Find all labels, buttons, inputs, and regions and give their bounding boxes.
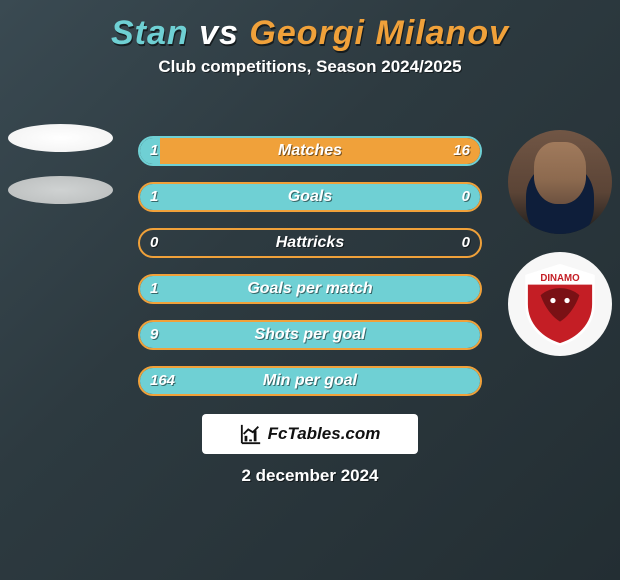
stat-label: Hattricks — [140, 230, 480, 256]
stat-fill-left — [140, 368, 480, 394]
bar-chart-icon — [240, 423, 262, 445]
title-left: Stan — [111, 14, 189, 52]
shield-icon: DINAMO — [516, 260, 604, 348]
right-club-crest: DINAMO — [508, 252, 612, 356]
stat-fill-left — [140, 276, 480, 302]
stat-value-left: 0 — [150, 230, 158, 256]
stat-fill-left — [140, 184, 480, 210]
left-club-avatar — [8, 176, 113, 204]
stat-fill-right — [160, 138, 480, 164]
title-right: Georgi Milanov — [249, 14, 509, 52]
stat-row-matches: 116Matches — [138, 136, 482, 166]
footer-brand-text: FcTables.com — [268, 424, 381, 444]
left-player-column — [8, 124, 113, 228]
stat-row-goals: 10Goals — [138, 182, 482, 212]
subtitle: Club competitions, Season 2024/2025 — [0, 57, 620, 77]
stat-rows: 116Matches 10Goals 0 0Hattricks 1Goals per m… — [138, 136, 482, 412]
title-vs: vs — [199, 14, 239, 52]
right-player-column: DINAMO — [508, 130, 612, 356]
footer-date: 2 december 2024 — [0, 466, 620, 486]
stat-row-hattricks: 0 0Hattricks — [138, 228, 482, 258]
stat-row-min-per-goal: 164Min per goal — [138, 366, 482, 396]
stat-fill-left — [140, 322, 480, 348]
page-title: Stan vs Georgi Milanov — [0, 14, 620, 53]
footer-brand-box: FcTables.com — [202, 414, 418, 454]
svg-text:DINAMO: DINAMO — [540, 273, 580, 284]
stat-value-right: 0 — [462, 230, 470, 256]
stat-row-shots-per-goal: 9Shots per goal — [138, 320, 482, 350]
stat-fill-left — [140, 138, 160, 164]
left-player-avatar — [8, 124, 113, 152]
stat-row-goals-per-match: 1Goals per match — [138, 274, 482, 304]
right-player-avatar — [508, 130, 612, 234]
